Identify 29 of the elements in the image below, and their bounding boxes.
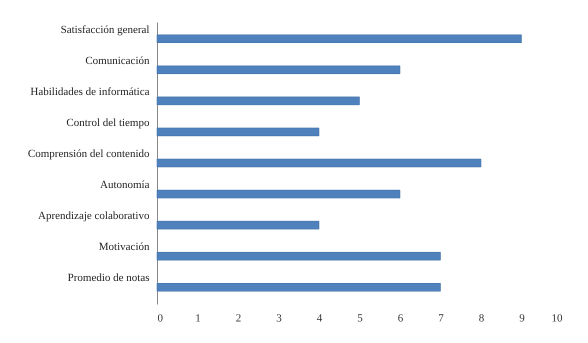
bar [156,220,320,230]
x-tick-label: 0 [158,312,164,324]
x-tick-label: 3 [276,312,282,324]
bar [156,158,482,168]
bar [156,34,522,44]
y-tick-label: Comprensión del contenido [28,148,150,160]
x-tick-label: 10 [552,312,563,324]
x-tick-label: 1 [195,312,201,324]
bar [156,96,360,106]
x-tick-label: 5 [357,312,364,324]
y-tick-label: Habilidades de informática [30,86,150,98]
y-tick-label: Aprendizaje colaborativo [38,210,150,222]
bar [156,66,400,74]
x-tick-label: 4 [316,312,323,324]
y-tick-label: Promedio de notas [68,272,150,284]
y-tick-label: Satisfacción general [60,24,150,36]
x-tick-label: 9 [519,312,526,324]
y-tick-label: Autonomía [100,179,150,192]
bar [156,128,320,136]
x-tick-label: 7 [438,312,444,324]
y-tick-label: Control del tiempo [66,116,150,129]
bar [156,282,441,292]
bar [156,252,441,260]
x-tick-label: 2 [236,312,242,324]
y-tick-label: Motivación [98,241,150,254]
x-tick-label: 6 [398,312,404,324]
y-tick-label: Comunicación [85,54,150,67]
bar [156,190,400,198]
x-tick-label: 8 [478,312,485,324]
